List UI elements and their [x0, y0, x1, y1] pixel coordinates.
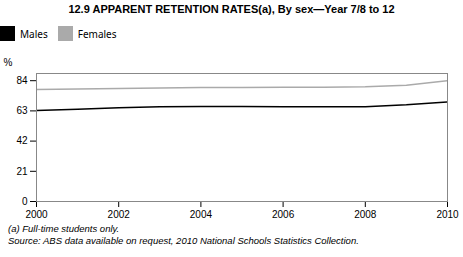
svg-text:2002: 2002 — [108, 209, 131, 220]
svg-text:42: 42 — [16, 135, 28, 146]
svg-text:2006: 2006 — [272, 209, 295, 220]
svg-text:84: 84 — [16, 75, 28, 86]
svg-text:%: % — [4, 57, 13, 68]
html-text:12.9 APPARENT RETENTION RATES(: 12.9 APPARENT RETENTION RATES(a), By sex… — [68, 3, 395, 15]
html-text:Males: Males — [20, 26, 48, 41]
html-text:(a) Full-time students only.: (a) Full-time students only. — [8, 223, 120, 234]
svg-text:63: 63 — [16, 105, 28, 116]
html-text:Source: ABS data available on: Source: ABS data available on request, 2… — [8, 235, 359, 246]
svg-text:21: 21 — [16, 165, 28, 176]
svg-text:0: 0 — [22, 196, 28, 207]
svg-text:2008: 2008 — [354, 209, 377, 220]
svg-text:2010: 2010 — [436, 209, 459, 220]
svg-text:2004: 2004 — [190, 209, 213, 220]
svg-text:2000: 2000 — [25, 209, 48, 220]
html-text:Females: Females — [77, 26, 117, 41]
